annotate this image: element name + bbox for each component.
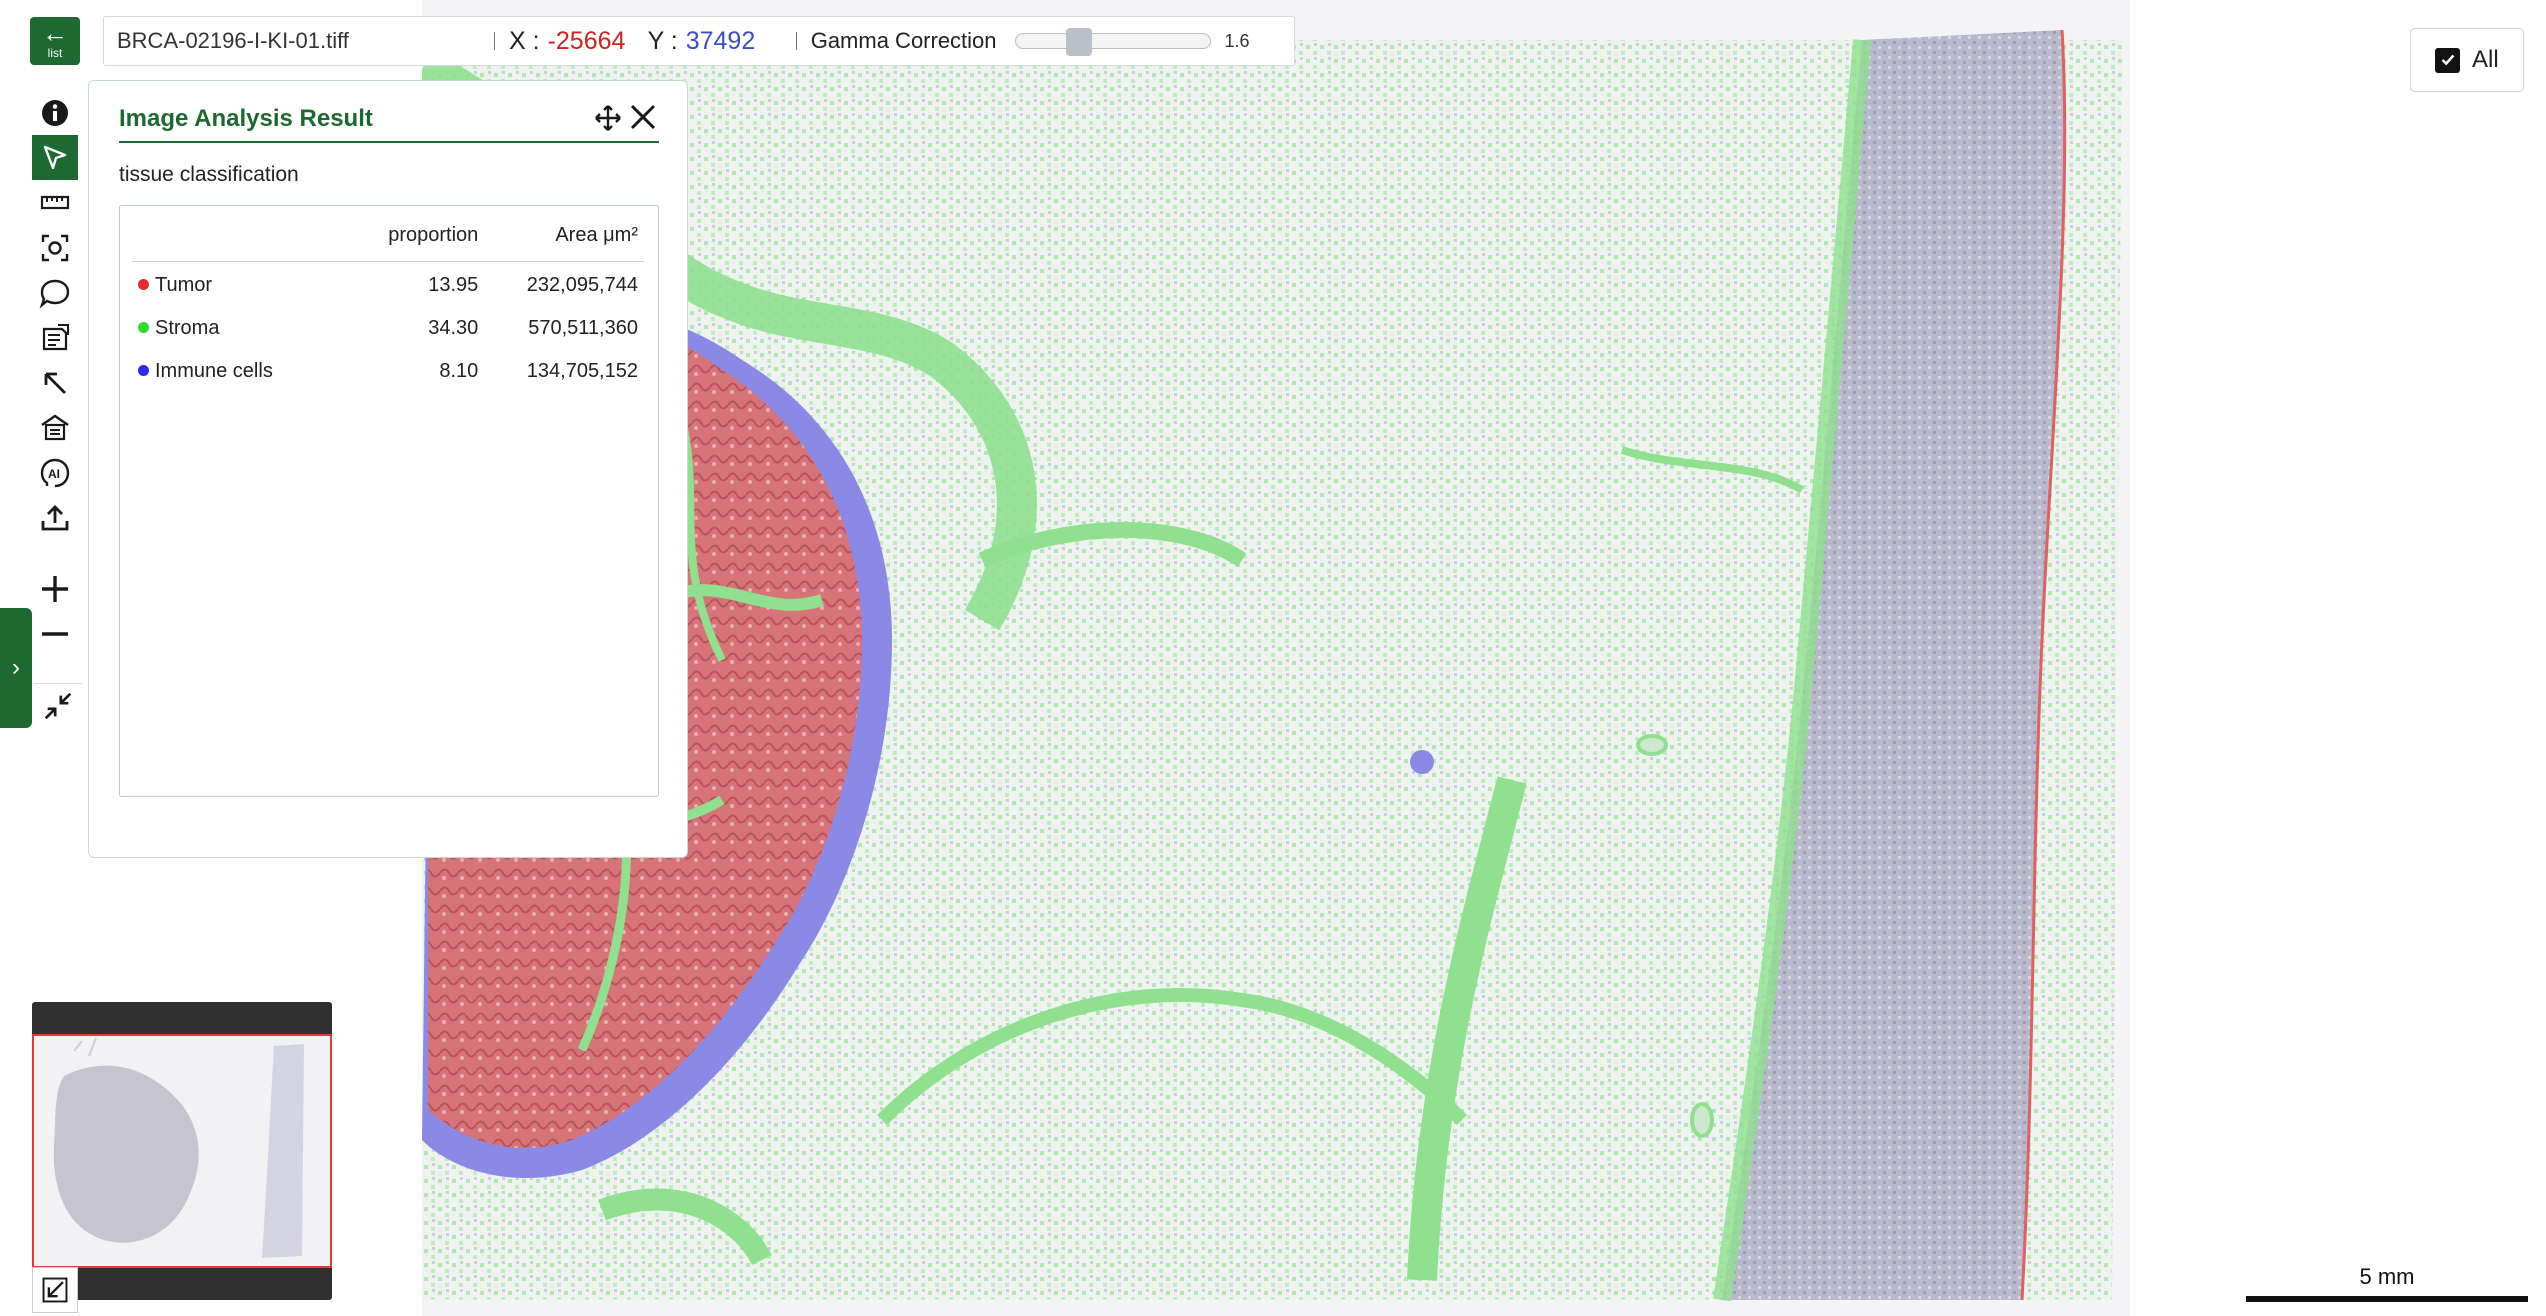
x-coordinate-label: X : <box>509 26 540 55</box>
panel-subtitle: tissue classification <box>119 163 299 186</box>
minimap-thumbnail[interactable] <box>34 1036 330 1266</box>
all-toggle-label: All <box>2472 46 2499 73</box>
zoom-out-button[interactable] <box>32 611 78 656</box>
gamma-correction-label: Gamma Correction <box>810 28 997 53</box>
comment-icon <box>39 279 70 308</box>
proportion-cell: 13.95 <box>428 274 479 296</box>
gamma-correction-value: 1.6 <box>1224 30 1250 51</box>
slide-filename: BRCA-02196-I-KI-01.tiff <box>117 28 349 53</box>
image-analysis-panel: Image Analysis Result tissue classificat… <box>88 80 688 858</box>
scale-bar-label: 5 mm <box>2359 1264 2415 1289</box>
plus-icon <box>42 575 68 602</box>
stroma-color-dot <box>138 322 149 333</box>
minimap-toggle-button[interactable] <box>32 1267 78 1313</box>
drawer-toggle[interactable]: › <box>0 608 32 728</box>
select-pointer-icon <box>43 145 67 169</box>
overview-minimap[interactable] <box>32 1002 332 1300</box>
column-header: proportion <box>352 216 485 262</box>
svg-text:AI: AI <box>48 467 60 481</box>
area-cell: 134,705,152 <box>526 360 638 382</box>
y-coordinate-value: 37492 <box>685 26 756 55</box>
class-name: Stroma <box>155 317 220 339</box>
screenshot-tool-button[interactable] <box>32 225 78 270</box>
ai-analysis-icon: AI <box>40 458 70 487</box>
proportion-cell: 34.30 <box>428 317 479 339</box>
class-cell: Immune cells <box>132 348 352 391</box>
report-icon <box>42 323 69 350</box>
class-cell: Stroma <box>132 305 352 348</box>
table-header-row: proportion Area μm² <box>132 216 644 262</box>
select-tool-button[interactable] <box>32 135 78 180</box>
comment-tool-button[interactable] <box>32 270 78 315</box>
back-button-label: list <box>47 46 63 60</box>
table-row: Immune cells 8.10 134,705,152 <box>132 348 644 391</box>
area-cell: 570,511,360 <box>528 317 638 339</box>
viewer-info-bar: BRCA-02196-I-KI-01.tiff X : -25664 Y : 3… <box>103 16 1295 66</box>
x-coordinate-value: -25664 <box>547 26 626 55</box>
checkbox-checked-icon[interactable] <box>2435 47 2460 73</box>
building-icon <box>41 414 69 440</box>
minimap-slide-image <box>34 1036 330 1266</box>
minus-icon <box>42 631 68 636</box>
upload-button[interactable] <box>32 495 78 540</box>
area-cell: 232,095,744 <box>526 274 638 296</box>
class-cell: Tumor <box>132 262 352 306</box>
arrow-annotation-icon <box>44 372 66 394</box>
building-tool-button[interactable] <box>32 405 78 450</box>
zoom-controls <box>32 566 80 656</box>
table-row: Stroma 34.30 570,511,360 <box>132 305 644 348</box>
back-to-list-button[interactable]: ← list <box>30 17 80 65</box>
column-header: Area μm² <box>484 216 644 262</box>
chevron-right-icon: › <box>12 654 20 681</box>
zoom-in-button[interactable] <box>32 566 78 611</box>
divider <box>795 32 797 50</box>
ruler-icon <box>40 195 70 209</box>
close-icon[interactable] <box>627 101 659 133</box>
report-tool-button[interactable] <box>32 315 78 360</box>
ai-analysis-button[interactable]: AI <box>32 450 78 495</box>
fit-view-button[interactable] <box>34 683 82 727</box>
tool-sidebar: AI <box>32 90 80 540</box>
arrow-left-icon: ← <box>42 18 68 48</box>
class-name: Immune cells <box>155 360 273 382</box>
info-button[interactable] <box>32 90 78 135</box>
arrow-tool-button[interactable] <box>32 360 78 405</box>
scale-bar: 5 mm <box>2246 1264 2528 1304</box>
table-row: Tumor 13.95 232,095,744 <box>132 262 644 306</box>
move-icon[interactable] <box>593 103 623 133</box>
column-header <box>132 216 352 262</box>
scale-bar-line <box>2246 1296 2528 1302</box>
minimize-icon <box>42 1277 68 1303</box>
tumor-color-dot <box>138 279 149 290</box>
gamma-correction-slider[interactable] <box>1014 28 1211 56</box>
class-name: Tumor <box>155 274 213 296</box>
collapse-icon <box>44 692 72 719</box>
show-all-overlay-toggle[interactable]: All <box>2410 28 2524 92</box>
immune-color-dot <box>138 365 149 376</box>
y-coordinate-label: Y : <box>647 26 678 55</box>
upload-icon <box>41 504 69 530</box>
info-icon <box>42 99 68 126</box>
panel-title: Image Analysis Result <box>119 105 373 132</box>
proportion-cell: 8.10 <box>439 360 479 382</box>
gamma-slider-thumb[interactable] <box>1065 28 1092 56</box>
result-table: proportion Area μm² Tumor 13.95 232,095,… <box>132 216 644 391</box>
divider <box>494 32 495 50</box>
result-table-container: proportion Area μm² Tumor 13.95 232,095,… <box>119 205 659 797</box>
panel-header: Image Analysis Result <box>119 101 659 143</box>
ruler-tool-button[interactable] <box>32 180 78 225</box>
screenshot-icon <box>41 234 69 261</box>
